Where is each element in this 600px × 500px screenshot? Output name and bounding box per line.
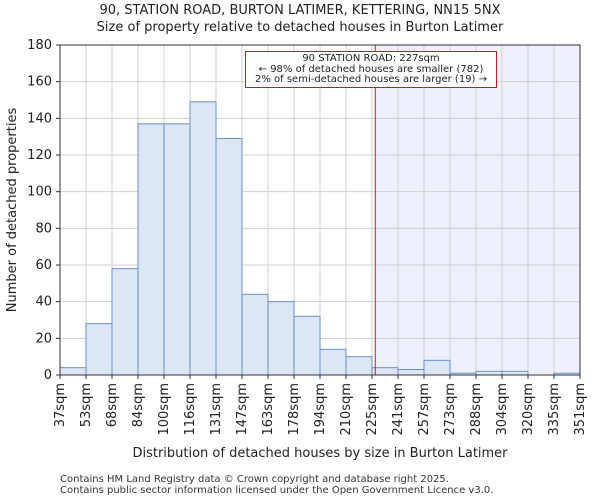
histogram-bar [319, 348, 347, 376]
annotation-line-3: 2% of semi-detached houses are larger (1… [254, 74, 488, 85]
x-tick-label: 304sqm [495, 383, 510, 436]
y-tick-label: 140 [27, 111, 52, 126]
x-tick-label: 335sqm [547, 383, 562, 436]
y-tick-label: 160 [27, 75, 52, 90]
x-tick-label: 210sqm [339, 383, 354, 436]
y-tick-label: 120 [27, 148, 52, 163]
x-tick-label: 194sqm [313, 383, 328, 436]
y-tick-label: 80 [35, 221, 52, 236]
histogram-bar [397, 369, 425, 376]
y-tick-label: 100 [27, 185, 52, 200]
histogram-bar [501, 370, 529, 376]
histogram-bar [423, 359, 451, 376]
histogram-bar [189, 101, 217, 376]
y-tick-label: 20 [35, 331, 52, 346]
x-tick-label: 84sqm [131, 383, 146, 427]
x-tick-label: 163sqm [261, 383, 276, 436]
footer-licence: Contains public sector information licen… [60, 485, 494, 496]
histogram-bar [163, 123, 191, 376]
x-tick-label: 257sqm [417, 383, 432, 436]
y-tick-label: 180 [27, 38, 52, 53]
histogram-bar [111, 268, 139, 376]
x-tick-label: 351sqm [573, 383, 588, 436]
property-annotation-box: 90 STATION ROAD: 227sqm ← 98% of detache… [245, 51, 497, 88]
histogram-bar [475, 370, 503, 376]
histogram-bar [267, 301, 295, 376]
histogram-bar [137, 123, 165, 376]
y-tick-label: 60 [35, 258, 52, 273]
x-tick-label: 147sqm [235, 383, 250, 436]
x-tick-label: 178sqm [287, 383, 302, 436]
x-tick-label: 116sqm [183, 383, 198, 436]
chart-subtitle: Size of property relative to detached ho… [96, 20, 504, 35]
annotation-line-2: ← 98% of detached houses are smaller (78… [258, 63, 484, 75]
x-tick-label: 53sqm [79, 383, 94, 427]
x-tick-label: 241sqm [391, 383, 406, 436]
histogram-bar [59, 367, 87, 376]
y-tick-label: 40 [35, 295, 52, 310]
x-tick-label: 288sqm [469, 383, 484, 436]
y-tick-label: 0 [44, 368, 52, 383]
histogram-bar [293, 315, 321, 376]
x-tick-label: 131sqm [209, 383, 224, 436]
y-axis-label: Number of detached properties [5, 108, 20, 313]
histogram-bar [241, 293, 269, 376]
chart-title: 90, STATION ROAD, BURTON LATIMER, KETTER… [99, 3, 501, 18]
x-tick-label: 273sqm [443, 383, 458, 436]
x-tick-label: 320sqm [521, 383, 536, 436]
histogram-bar [85, 323, 113, 376]
x-tick-label: 68sqm [105, 383, 120, 427]
x-tick-label: 225sqm [365, 383, 380, 436]
histogram-bar [215, 138, 243, 376]
footer-copyright: Contains HM Land Registry data © Crown c… [60, 474, 449, 485]
x-axis-label: Distribution of detached houses by size … [132, 446, 508, 461]
larger-region-shade [375, 45, 580, 375]
x-tick-label: 37sqm [53, 383, 68, 427]
annotation-line-1: 90 STATION ROAD: 227sqm [302, 53, 440, 64]
x-tick-label: 100sqm [157, 383, 172, 436]
histogram-bar [345, 356, 373, 376]
histogram-bar [371, 367, 399, 376]
